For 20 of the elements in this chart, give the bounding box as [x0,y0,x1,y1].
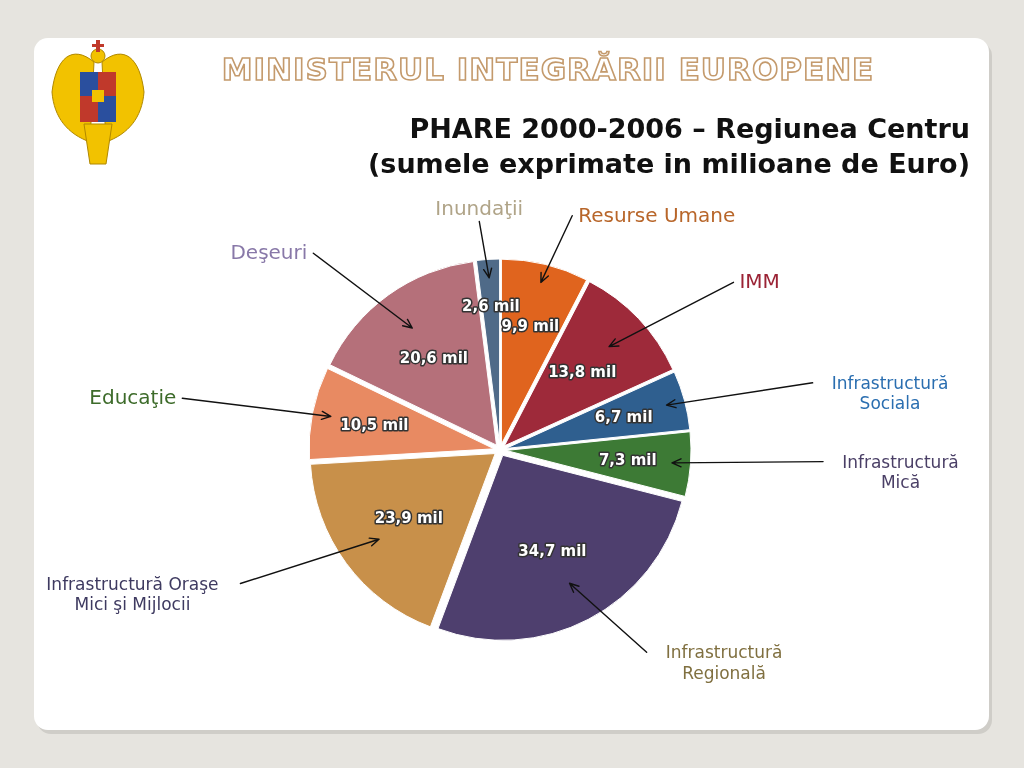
text: MINISTERUL INTEGRĂRII EUROPENE [221,51,875,87]
data-label: 6,7 mil [594,407,653,426]
slice-label: Educaţie [89,385,177,410]
slice-label: Deşeuri [230,240,308,265]
chart-title: PHARE 2000-2006 – Regiunea Centru [409,113,970,144]
slice-label: Resurse Umane [578,202,736,227]
slice-label: Infrastructură Regională [665,642,783,683]
data-label: 9,9 mil [501,316,560,335]
slice-label: Infrastructură Oraşe Mici şi Mijlocii [46,573,219,614]
data-label: 13,8 mil [548,363,617,382]
data-label: 10,5 mil [340,416,409,435]
slice-label: Infrastructură Mică [842,451,959,492]
data-label: 20,6 mil [399,349,468,368]
chart-subtitle: (sumele exprimate in milioane de Euro) [367,148,970,179]
data-label: 7,3 mil [598,450,657,469]
slice-label: Inundaţii [435,196,524,221]
data-label: 34,7 mil [518,541,587,560]
slice-label: Infrastructură Sociala [831,372,949,414]
data-label: 23,9 mil [374,508,443,527]
slice-label: IMM [739,269,780,294]
